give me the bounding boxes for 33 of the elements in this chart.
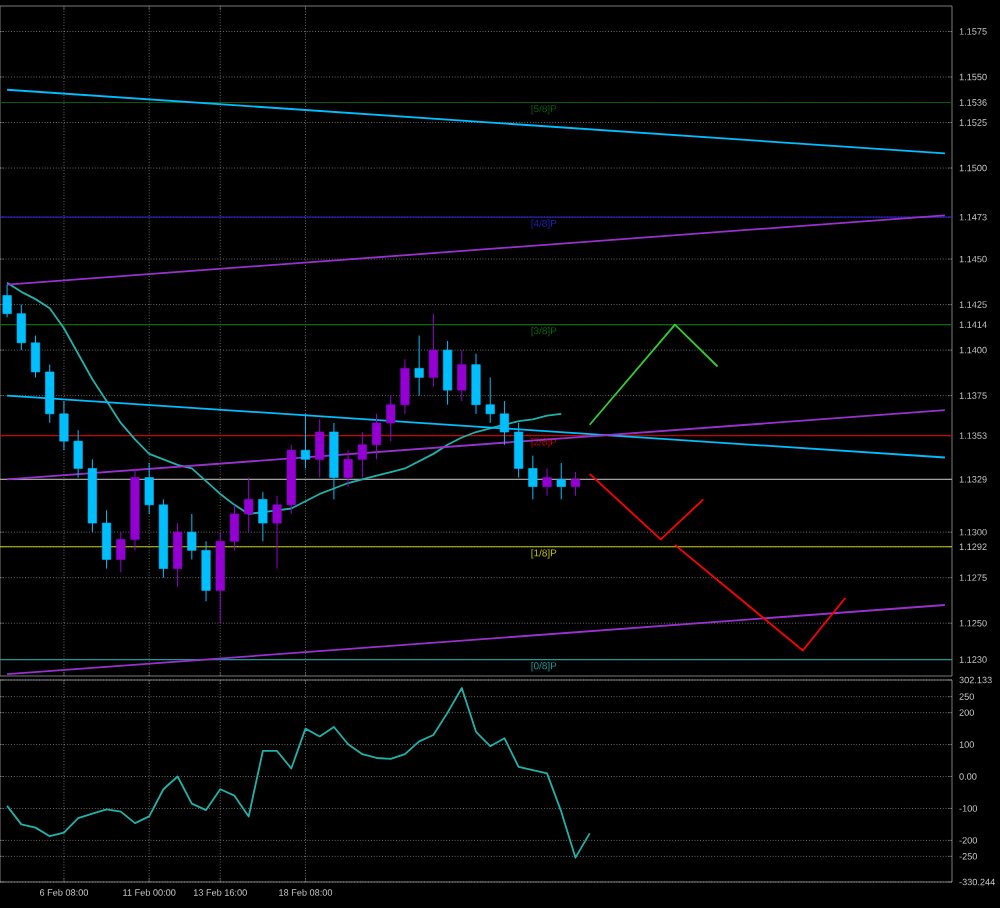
- candlestick: [428, 313, 438, 388]
- candlestick: [16, 304, 26, 351]
- candlestick: [443, 340, 453, 406]
- candlestick: [2, 284, 12, 318]
- candlestick: [144, 462, 154, 515]
- candlestick: [315, 418, 325, 479]
- candlestick: [400, 358, 410, 415]
- candlestick: [542, 467, 552, 497]
- candlestick: [102, 509, 112, 570]
- candlestick: [258, 491, 268, 542]
- candlestick: [499, 400, 509, 446]
- candlestick: [386, 395, 396, 442]
- candlestick: [528, 455, 538, 500]
- candlestick: [30, 335, 41, 378]
- candlestick: [116, 531, 126, 573]
- candlestick: [556, 462, 566, 500]
- candlestick: [485, 376, 495, 424]
- candlestick: [201, 540, 211, 602]
- candlestick: [173, 522, 183, 588]
- candlestick: [329, 422, 339, 500]
- candlestick: [457, 349, 467, 402]
- candlestick: [187, 513, 197, 560]
- candlestick: [244, 477, 254, 533]
- candlestick: [471, 353, 481, 415]
- candlestick: [272, 495, 282, 570]
- candlestick: [371, 413, 382, 460]
- candlestick: [59, 400, 69, 451]
- candlestick: [570, 471, 581, 497]
- candlestick: [357, 431, 367, 479]
- candlestick: [414, 335, 424, 397]
- candlestick: [343, 449, 353, 488]
- candlestick: [229, 504, 240, 551]
- candlestick: [73, 429, 83, 479]
